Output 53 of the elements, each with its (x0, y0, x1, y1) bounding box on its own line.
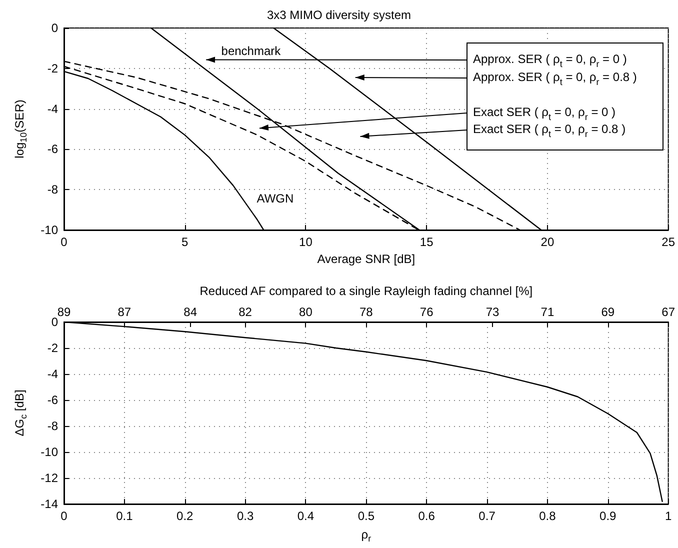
x-tick-label: 0.8 (539, 509, 556, 523)
x-tick-label: 5 (182, 235, 189, 249)
x-axis-title: Average SNR [dB] (317, 252, 416, 266)
y-tick-label: 0 (51, 315, 58, 329)
x-tick-label: 0.5 (358, 509, 375, 523)
annotation: Exact SER ( ρ$_{t}$ = 0, ρ$_{r}$ = 0.8 ) (473, 122, 626, 140)
y-axis-title: ΔGc [dB] (12, 390, 28, 436)
x2-tick-label: 67 (662, 305, 676, 319)
x-tick-label: 0.4 (297, 509, 314, 523)
y-tick-label: -6 (47, 393, 58, 407)
x-tick-label: 25 (662, 235, 676, 249)
x2-tick-label: 82 (238, 305, 252, 319)
y-tick-label: -4 (47, 102, 58, 116)
y-tick-label: -2 (47, 61, 58, 76)
annotation: benchmark (221, 44, 282, 58)
x-tick-label: 0.7 (478, 509, 496, 523)
x-tick-label: 0 (60, 235, 68, 249)
x2-axis-title: Reduced AF compared to a single Rayleigh fading channel [%] (200, 284, 533, 298)
x-tick-label: 0.9 (600, 509, 617, 523)
y-axis-title: log10(SER) (12, 100, 28, 158)
annotation: Approx. SER ( ρ$_{t}$ = 0, ρ$_{r}$ = 0.8 ) (473, 70, 637, 88)
x-tick-label: 0.3 (236, 509, 254, 523)
y-tick-label: -14 (40, 497, 58, 511)
annotation: AWGN (256, 192, 294, 206)
x2-tick-label: 76 (420, 305, 434, 319)
y-tick-label: -6 (47, 142, 58, 156)
x-tick-label: 20 (540, 235, 554, 249)
x-tick-label: 10 (299, 235, 313, 249)
y-tick-label: 0 (51, 21, 58, 35)
annotation: Exact SER ( ρ$_{t}$ = 0, ρ$_{r}$ = 0 ) (473, 105, 616, 122)
x-tick-label: 0.1 (116, 509, 134, 523)
x-tick-label: 15 (420, 235, 434, 249)
y-tick-label: -10 (40, 445, 58, 459)
x2-tick-label: 71 (540, 305, 554, 319)
x2-tick-label: 69 (601, 305, 615, 319)
x2-tick-label: 87 (118, 305, 132, 319)
x-tick-label: 0.2 (176, 509, 194, 523)
y-tick-label: -8 (47, 419, 58, 433)
x2-tick-label: 80 (299, 305, 313, 319)
x2-tick-label: 78 (359, 305, 374, 319)
y-tick-label: -2 (47, 341, 58, 355)
x2-tick-label: 73 (486, 305, 500, 319)
y-tick-label: -4 (47, 367, 58, 381)
y-tick-label: -8 (47, 182, 58, 197)
x-tick-label: 0 (60, 509, 68, 523)
x2-tick-label: 89 (57, 305, 71, 319)
x-tick-label: 0.6 (418, 509, 436, 523)
y-tick-label: -10 (40, 223, 58, 237)
x-tick-label: 1 (664, 509, 672, 523)
x2-tick-label: 84 (184, 305, 198, 319)
y-tick-label: -12 (40, 471, 58, 485)
annotation: Approx. SER ( ρ$_{t}$ = 0, ρ$_{r}$ = 0 ) (473, 52, 627, 70)
chart-title: 3x3 MIMO diversity system (266, 8, 412, 22)
